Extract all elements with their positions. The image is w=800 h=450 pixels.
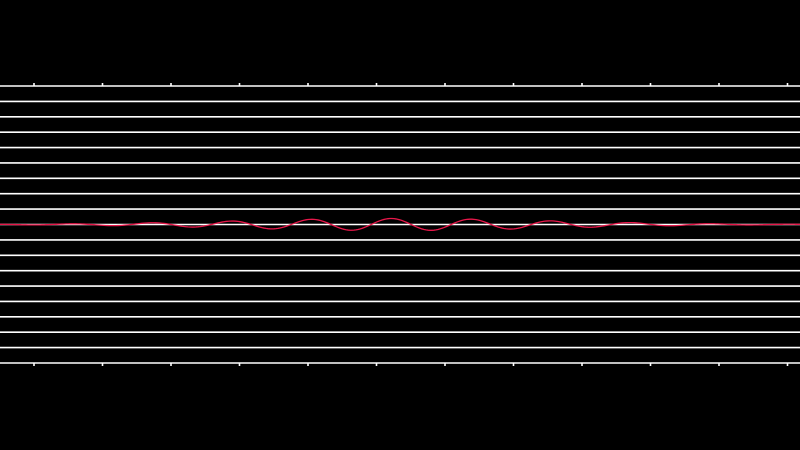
top-ticks: [33, 83, 789, 86]
grid-lines: [0, 85, 800, 364]
bottom-ticks: [33, 363, 789, 366]
waveform-line: [0, 217, 800, 231]
